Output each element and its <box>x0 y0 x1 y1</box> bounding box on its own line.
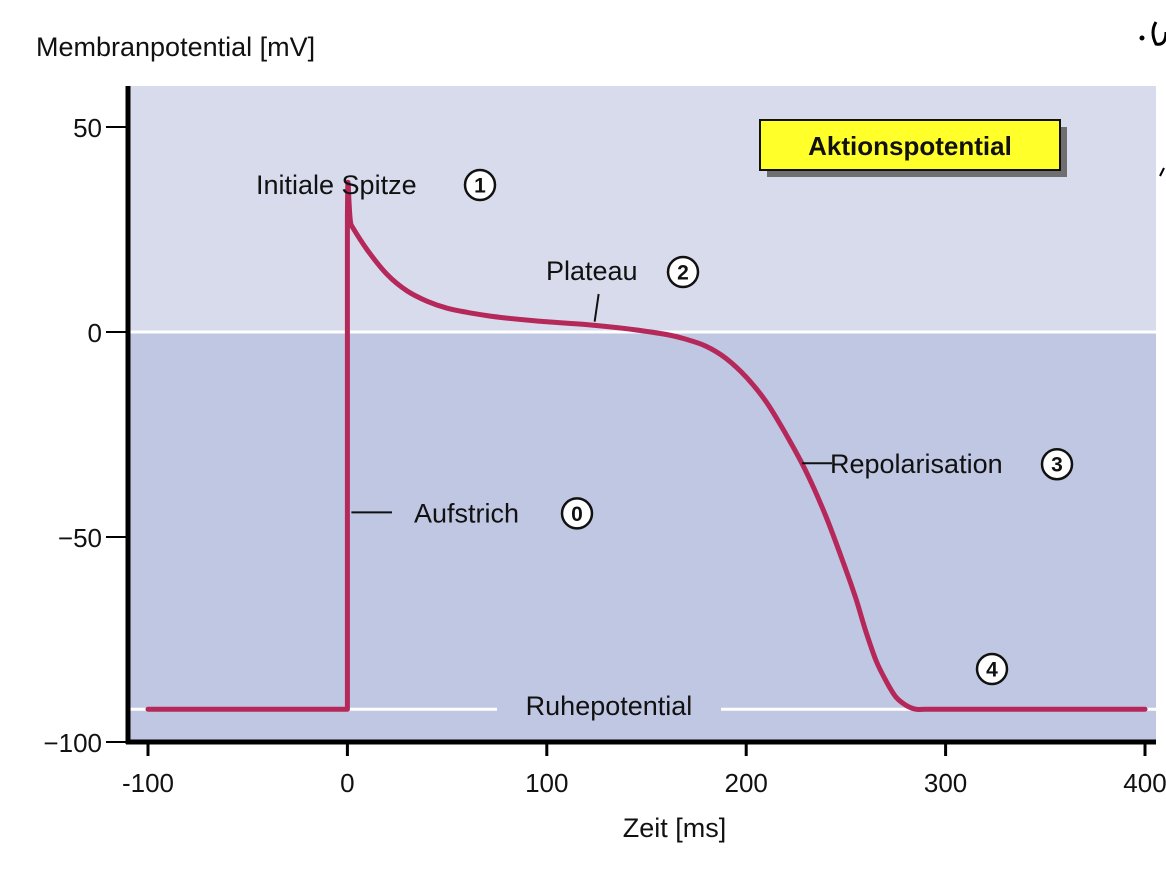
phase-0-badge <box>560 497 594 530</box>
x-tick-label: -100 <box>122 768 174 798</box>
phase-1-badge <box>463 168 497 202</box>
peak-annotation: Initiale Spitze 1 <box>256 168 497 202</box>
peak-annotation-label: Initiale Spitze <box>256 170 417 200</box>
phase-2-number: 2 <box>677 262 689 285</box>
scribble-mark-top <box>1151 21 1166 46</box>
phase-1-number: 1 <box>474 175 486 198</box>
phase-3-badge <box>1040 447 1074 481</box>
phase-2-badge <box>666 255 700 289</box>
upstroke-annotation: Aufstrich 0 <box>414 497 594 530</box>
x-tick-label: 100 <box>525 768 568 798</box>
repolarization-annotation: Repolarisation 3 <box>830 447 1074 481</box>
phase-3-number: 3 <box>1051 454 1063 477</box>
action-potential-series-line <box>145 180 1148 713</box>
chart-title: Aktionspotential <box>808 131 1012 161</box>
rest-label-background <box>497 701 721 718</box>
chart-title-box: Aktionspotential <box>759 119 1067 177</box>
x-tick-label: 400 <box>1123 768 1166 798</box>
x-axis-label: Zeit [ms] <box>623 813 727 843</box>
resting-annotation-label: Ruhepotential <box>526 691 693 721</box>
upstroke-annotation-label: Aufstrich <box>414 498 519 528</box>
y-tick-label: 50 <box>73 113 102 143</box>
title-box <box>759 119 1061 171</box>
plateau-annotation-label: Plateau <box>546 256 638 286</box>
plateau-annotation: Plateau 2 <box>546 255 700 289</box>
y-tick-label: 0 <box>88 318 102 348</box>
scribble-mark-mid <box>1159 167 1165 177</box>
phase-4-number: 4 <box>986 659 998 682</box>
y-tick-label: −100 <box>43 728 102 758</box>
plateau-leader-line <box>593 293 600 322</box>
x-tick-label: 0 <box>340 768 354 798</box>
x-tick-label: 200 <box>725 768 768 798</box>
repolarization-annotation-label: Repolarisation <box>830 449 1003 479</box>
phase-4-badge <box>975 652 1009 686</box>
phase-0-number: 0 <box>571 503 583 526</box>
y-tick-label: −50 <box>58 523 102 553</box>
x-axis-ticks: -100 0 100 200 300 400 <box>122 742 1166 798</box>
y-axis-ticks: 50 0 −50 −100 <box>43 113 128 758</box>
x-tick-label: 300 <box>924 768 967 798</box>
scribble-dot <box>1139 35 1145 41</box>
resting-annotation: Ruhepotential 4 <box>526 652 1009 721</box>
y-axis-label: Membranpotential [mV] <box>36 32 315 62</box>
